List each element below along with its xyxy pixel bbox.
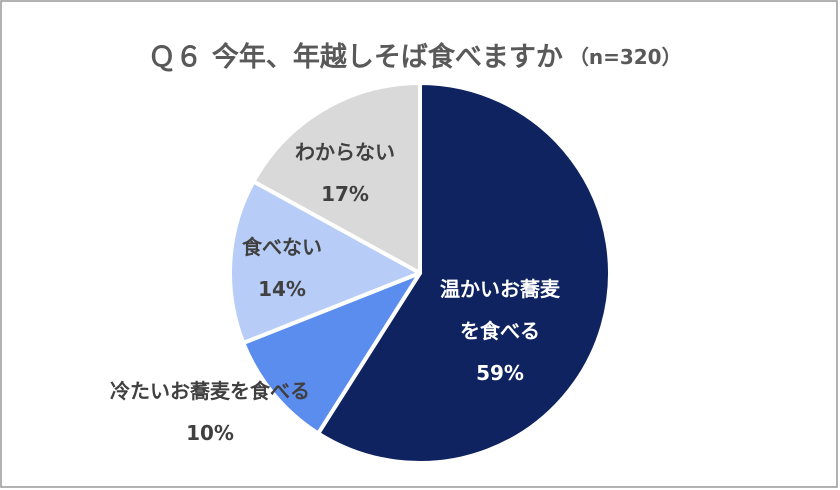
value-label: 59% (476, 361, 524, 385)
slice-label: わからない 17% (280, 131, 410, 215)
value-label: 10% (186, 421, 234, 445)
chart-title-group: Ｑ６ 今年、年越しそば食べますか （n=320） (148, 41, 681, 73)
value-label: 17% (321, 182, 369, 206)
pie-slice (228, 179, 422, 345)
category-label: 冷たいお蕎麦を食べる (110, 379, 310, 403)
category-label: 食べない (242, 235, 322, 259)
slice-label: 食べない 14% (222, 226, 342, 310)
category-label: わからない (295, 140, 395, 164)
slice-label: 冷たいお蕎麦を食べる 10% (90, 370, 330, 454)
value-label: 14% (258, 277, 306, 301)
category-label: 温かいお蕎麦を食べる (440, 277, 560, 343)
pie-slice (241, 271, 422, 436)
chart-title: Ｑ６ 今年、年越しそば食べますか (148, 41, 562, 73)
pie-slice (316, 81, 612, 465)
pie-slice (251, 81, 422, 275)
chart-subtitle: （n=320） (569, 45, 682, 69)
slice-label: 温かいお蕎麦を食べる 59% (435, 268, 565, 394)
